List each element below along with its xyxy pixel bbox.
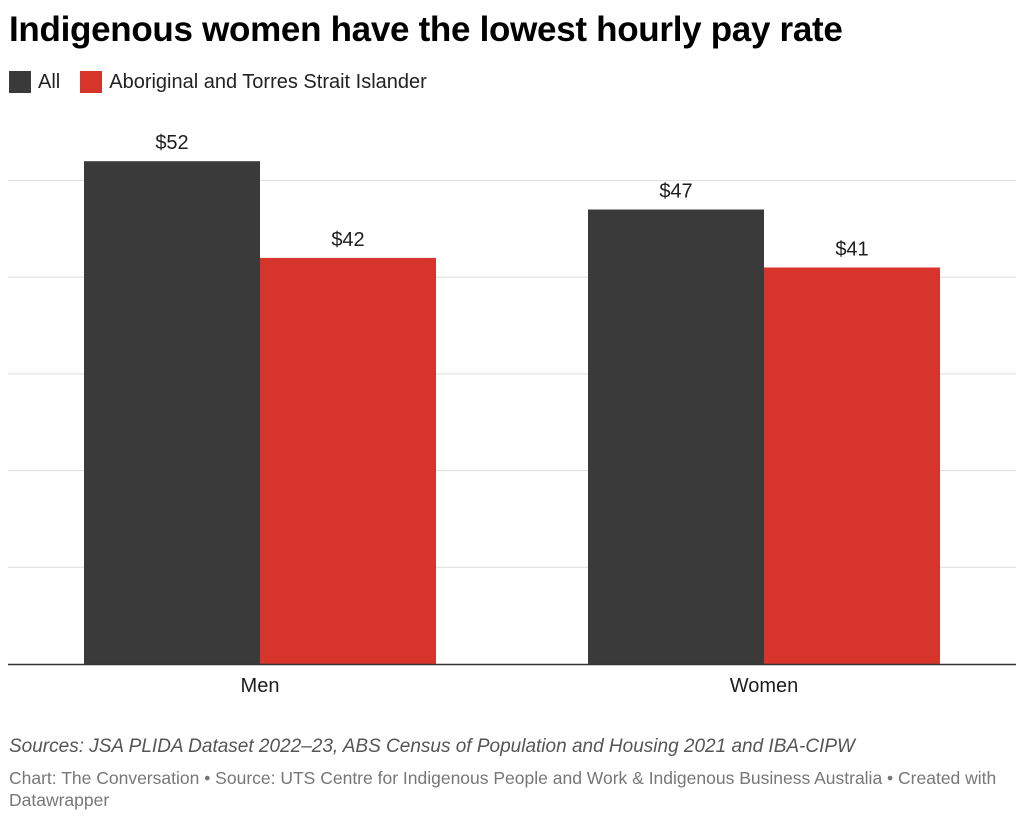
bar-women-indigenous	[764, 267, 940, 664]
bar-men-indigenous	[260, 257, 436, 664]
value-label: $42	[331, 229, 364, 251]
legend: All Aboriginal and Torres Strait Islande…	[9, 69, 447, 95]
credit-line: Chart: The Conversation • Source: UTS Ce…	[9, 768, 997, 810]
bar-women-all	[588, 209, 764, 664]
category-label: Men	[241, 675, 280, 697]
legend-item-indigenous: Aboriginal and Torres Strait Islander	[80, 69, 427, 95]
value-label: $52	[155, 132, 188, 154]
category-label: Women	[730, 675, 799, 697]
legend-item-all: All	[9, 69, 60, 95]
legend-label-all: All	[38, 71, 61, 93]
legend-swatch-all	[9, 71, 31, 93]
legend-swatch-indigenous	[80, 71, 103, 93]
value-label: $41	[835, 239, 868, 261]
sources-note: Sources: JSA PLIDA Dataset 2022–23, ABS …	[9, 736, 855, 757]
chart-title: Indigenous women have the lowest hourly …	[9, 10, 843, 49]
legend-label-indigenous: Aboriginal and Torres Strait Islander	[109, 71, 427, 93]
value-label: $47	[659, 181, 692, 203]
bar-men-all	[84, 161, 260, 664]
bar-chart: $52 $42 Men $47 $41 Women	[8, 132, 1016, 697]
